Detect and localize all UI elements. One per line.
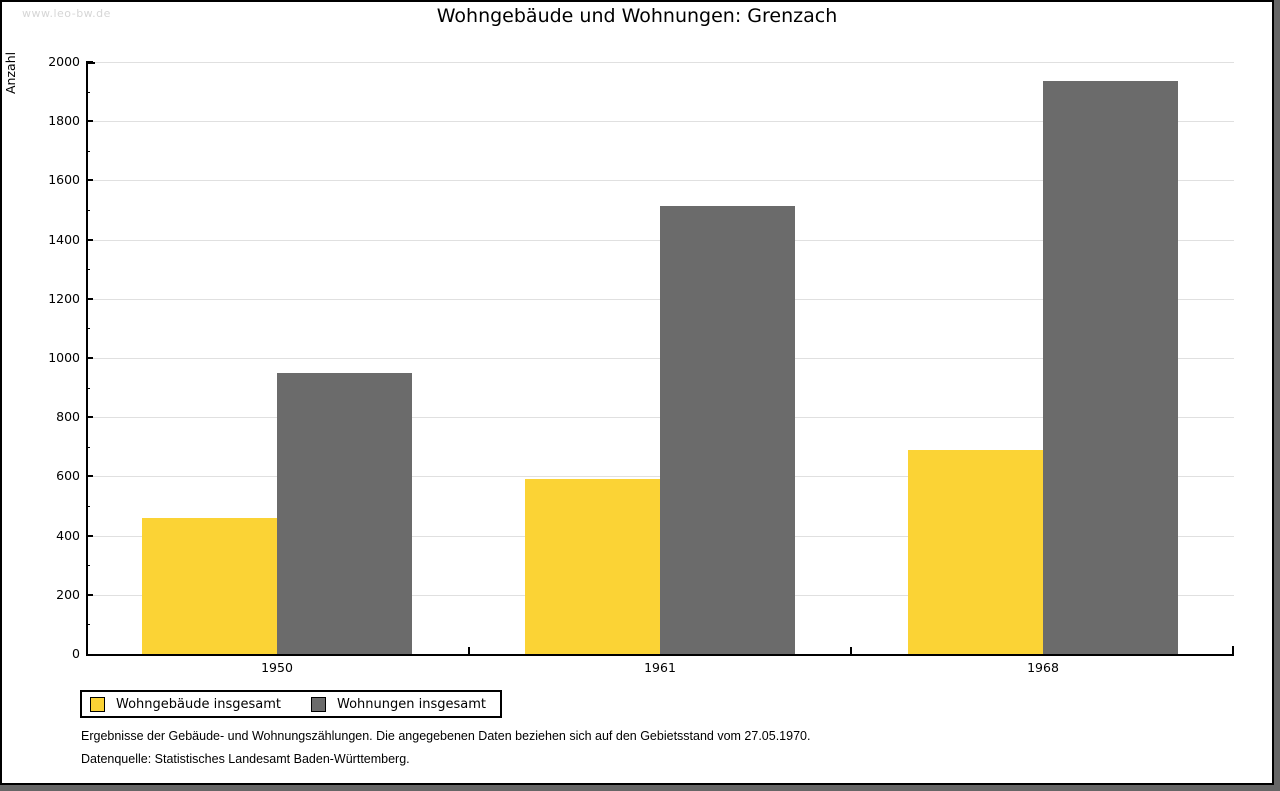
chart-title: Wohngebäude und Wohnungen: Grenzach [436, 5, 838, 27]
y-tick-label-1000: 1000 [48, 350, 80, 365]
legend-label: Wohngebäude insgesamt [116, 696, 281, 712]
bar-wohnungen-insgesamt-1961 [660, 206, 795, 654]
y-tick-1000 [86, 357, 93, 359]
legend-label: Wohnungen insgesamt [337, 696, 486, 712]
y-minor-tick-300 [86, 565, 90, 566]
x-tick-label-1950: 1950 [261, 660, 293, 675]
y-tick-1600 [86, 179, 93, 181]
legend-item-wohnungen: Wohnungen insgesamt [311, 696, 486, 712]
y-minor-tick-1500 [86, 210, 90, 211]
y-tick-label-0: 0 [72, 646, 80, 661]
bar-wohngebaeude-insgesamt-1961 [525, 479, 660, 654]
plot-area: 1950 1961 1968 0 200 400 600 800 1000 1200 1400 160… [2, 2, 1272, 783]
y-tick-800 [86, 416, 93, 418]
watermark-text: www.leo-bw.de [22, 7, 111, 20]
y-tick-600 [86, 475, 93, 477]
bar-wohnungen-insgesamt-1950 [277, 373, 412, 654]
y-minor-tick-1100 [86, 328, 90, 329]
gridline-2000 [86, 62, 1234, 63]
legend-box: Wohngebäude insgesamt Wohnungen insgesam… [80, 690, 502, 718]
y-tick-400 [86, 535, 93, 537]
gridline-1800 [86, 121, 1234, 122]
y-tick-1400 [86, 239, 93, 241]
y-axis-line [86, 62, 88, 656]
axis-corner-top [86, 62, 95, 64]
y-minor-tick-1900 [86, 92, 90, 93]
x-tick-label-1961: 1961 [644, 660, 676, 675]
bar-wohngebaeude-insgesamt-1968 [908, 450, 1043, 654]
y-tick-label-600: 600 [56, 468, 80, 483]
x-axis-line [86, 654, 1234, 656]
y-minor-tick-700 [86, 447, 90, 448]
y-tick-label-1400: 1400 [48, 232, 80, 247]
axis-corner-right [1232, 646, 1234, 654]
y-minor-tick-500 [86, 506, 90, 507]
y-tick-label-400: 400 [56, 528, 80, 543]
x-tick-boundary-1 [468, 647, 470, 654]
y-tick-1800 [86, 120, 93, 122]
y-tick-label-1800: 1800 [48, 113, 80, 128]
y-tick-label-200: 200 [56, 587, 80, 602]
y-minor-tick-1300 [86, 269, 90, 270]
legend-item-wohngebaeude: Wohngebäude insgesamt [90, 696, 281, 712]
y-tick-label-1200: 1200 [48, 291, 80, 306]
y-tick-200 [86, 594, 93, 596]
y-tick-label-1600: 1600 [48, 172, 80, 187]
x-tick-boundary-2 [850, 647, 852, 654]
y-minor-tick-900 [86, 388, 90, 389]
legend-swatch-gray [311, 696, 326, 712]
footnote-data-source: Datenquelle: Statistisches Landesamt Bad… [81, 752, 410, 766]
y-tick-label-800: 800 [56, 409, 80, 424]
y-tick-label-2000: 2000 [48, 54, 80, 69]
footnote-source-note: Ergebnisse der Gebäude- und Wohnungszähl… [81, 729, 811, 743]
y-tick-1200 [86, 298, 93, 300]
legend-swatch-yellow [90, 696, 105, 712]
bar-wohnungen-insgesamt-1968 [1043, 81, 1178, 654]
bar-wohngebaeude-insgesamt-1950 [142, 518, 277, 654]
y-minor-tick-100 [86, 624, 90, 625]
y-minor-tick-1700 [86, 151, 90, 152]
x-tick-label-1968: 1968 [1027, 660, 1059, 675]
gridline-1600 [86, 180, 1234, 181]
